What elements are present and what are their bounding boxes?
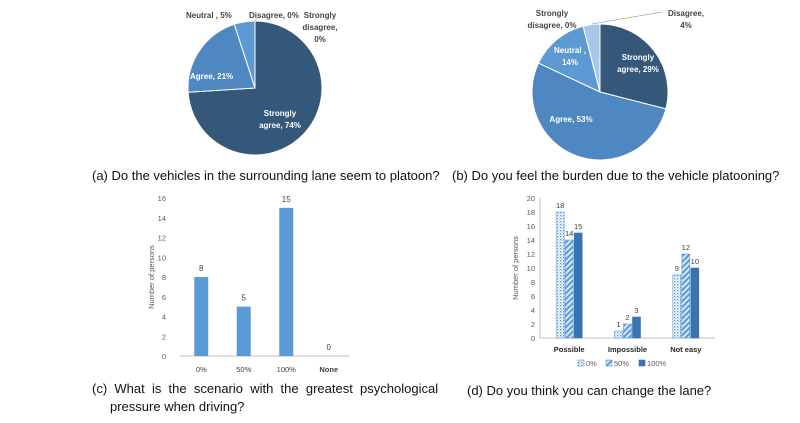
bar-c-ytick: 16 bbox=[158, 194, 166, 203]
bar-d-value: 10 bbox=[691, 257, 699, 266]
pie-b-label-neutral: Neutral , bbox=[554, 46, 586, 55]
chart-c: 0 2 4 6 8 10 12 14 16 Number of persons 8 0% 5 50% 15 1… bbox=[140, 188, 380, 378]
pie-b-label-neutral: 14% bbox=[562, 58, 578, 67]
bar-d-value: 3 bbox=[634, 306, 638, 315]
pie-a-slice-neutral bbox=[233, 20, 256, 89]
bar-c-value: 8 bbox=[199, 264, 204, 273]
caption-d: (d) Do you think you can change the lane… bbox=[467, 383, 712, 398]
pie-a-leader bbox=[254, 15, 260, 22]
pie-b-slice-strongly-agree bbox=[599, 23, 669, 110]
bar-d-category: Possible bbox=[554, 345, 585, 354]
bar-d-ytick: 2 bbox=[531, 320, 535, 329]
bar-c-ytick: 10 bbox=[158, 253, 166, 262]
bar-d-ytick: 14 bbox=[527, 236, 535, 245]
pie-b-label-disagree: 4% bbox=[680, 21, 692, 30]
caption-c-line2: pressure when driving? bbox=[110, 399, 245, 414]
bar-d-category: Impossible bbox=[608, 345, 647, 354]
caption-c-line1: (c) What is the scenario with the greate… bbox=[92, 381, 439, 396]
pie-b-label-disagree: Disagree, bbox=[668, 9, 704, 18]
pie-b-label-strongly-agree: Strongly bbox=[622, 53, 655, 62]
bar-c-0 bbox=[194, 277, 209, 356]
bar-d-ylabel: Number of persons bbox=[511, 236, 520, 300]
bar-d-ytick: 12 bbox=[527, 250, 535, 259]
pie-chart-a: Strongly agree, 74% Agree, 21% Neutral , 5%… bbox=[186, 11, 338, 156]
bar-d-value: 12 bbox=[682, 243, 690, 252]
pie-b-slice-disagree bbox=[582, 23, 601, 93]
bar-d-value: 15 bbox=[574, 222, 582, 231]
caption-b: (b) Do you feel the burden due to the ve… bbox=[452, 168, 780, 183]
legend-d-swatch-50 bbox=[605, 359, 613, 367]
bar-d-value: 14 bbox=[565, 229, 573, 238]
bar-d-ytick: 20 bbox=[527, 194, 535, 203]
pie-a-label-neutral: Neutral , 5% bbox=[186, 11, 232, 20]
bar-c-50 bbox=[236, 306, 251, 356]
legend-d-label: 50% bbox=[614, 359, 629, 368]
bar-d-ytick: 4 bbox=[531, 306, 535, 315]
pie-a-label-disagree: Disagree, 0% bbox=[249, 11, 299, 20]
bar-d-value: 9 bbox=[675, 264, 679, 273]
bar-d-impossible-100 bbox=[632, 316, 641, 339]
bar-c-value: 5 bbox=[242, 294, 247, 303]
bar-c-ytick: 6 bbox=[162, 293, 166, 302]
bar-c-ytick: 14 bbox=[158, 214, 166, 223]
legend-d-label: 0% bbox=[586, 359, 597, 368]
bar-d-ytick: 0 bbox=[531, 334, 535, 343]
pie-a-label-strongly-disagree: Strongly bbox=[304, 11, 337, 20]
bar-d-ytick: 18 bbox=[527, 208, 535, 217]
bar-d-possible-0 bbox=[555, 211, 565, 339]
bar-c-ylabel: Number of persons bbox=[147, 245, 156, 309]
caption-c: (c) What is the scenario with the greate… bbox=[92, 380, 439, 416]
bar-c-ytick: 8 bbox=[162, 273, 166, 282]
bar-c-ytick: 2 bbox=[162, 332, 166, 341]
pie-b-label-agree: Agree, 53% bbox=[549, 115, 592, 124]
bar-d-impossible-50 bbox=[623, 323, 632, 339]
bar-c-ytick: 0 bbox=[162, 352, 166, 361]
chart-a: Strongly agree, 74% Agree, 21% Neutral , 5%… bbox=[160, 0, 410, 165]
pie-b-slice-agree bbox=[531, 62, 667, 161]
bar-c-category: None bbox=[319, 365, 338, 374]
bar-d-ytick: 6 bbox=[531, 292, 535, 301]
bar-c-100 bbox=[279, 207, 294, 356]
pie-b-slice-neutral bbox=[537, 25, 601, 93]
bar-d-possible-50 bbox=[564, 239, 574, 339]
pie-chart-b: Strongly agree, 29% Agree, 53% Neutral , 14%… bbox=[528, 9, 704, 161]
legend-d-swatch-100 bbox=[638, 359, 646, 367]
bar-d-value: 18 bbox=[556, 201, 564, 210]
pie-b-label-strongly-disagree: Strongly bbox=[536, 9, 569, 18]
bar-d-category: Not easy bbox=[670, 345, 702, 354]
bar-d-impossible-0 bbox=[614, 330, 623, 339]
legend-d-swatch-0 bbox=[577, 359, 585, 367]
bar-d-ytick: 16 bbox=[527, 222, 535, 231]
bar-d-not-easy-0 bbox=[672, 274, 682, 339]
bar-c-value: 0 bbox=[327, 343, 332, 352]
pie-a-label-strongly-agree: Strongly bbox=[264, 109, 297, 118]
legend-d-label: 100% bbox=[647, 359, 667, 368]
bar-chart-c: 0 2 4 6 8 10 12 14 16 Number of persons 8 0% 5 50% 15 1… bbox=[147, 194, 350, 374]
bar-c-ytick: 12 bbox=[158, 234, 166, 243]
bar-d-ytick: 8 bbox=[531, 278, 535, 287]
bar-c-category: 100% bbox=[277, 365, 297, 374]
pie-a-label-agree: Agree, 21% bbox=[190, 72, 233, 81]
bar-d-value: 2 bbox=[625, 313, 629, 322]
bar-c-category: 0% bbox=[196, 365, 207, 374]
caption-a: (a) Do the vehicles in the surrounding l… bbox=[92, 168, 440, 183]
chart-d: 0 2 4 6 8 10 12 14 16 18 20 Number of persons 18 14 15… bbox=[500, 188, 730, 378]
bar-c-category: 50% bbox=[236, 365, 251, 374]
pie-a-label-strongly-disagree: 0% bbox=[314, 35, 326, 44]
pie-b-label-strongly-agree: agree, 29% bbox=[617, 65, 659, 74]
pie-a-slice-agree bbox=[187, 23, 256, 93]
pie-a-label-strongly-disagree: disagree, bbox=[302, 23, 337, 32]
bar-c-value: 15 bbox=[282, 195, 291, 204]
bar-d-value: 1 bbox=[616, 320, 620, 329]
chart-b: Strongly agree, 29% Agree, 53% Neutral , 14%… bbox=[500, 0, 740, 165]
pie-b-leader bbox=[591, 11, 663, 25]
bar-d-not-easy-100 bbox=[690, 267, 700, 339]
bar-c-ytick: 4 bbox=[162, 313, 166, 322]
pie-b-label-strongly-disagree: disagree, 0% bbox=[528, 21, 577, 30]
pie-a-label-strongly-agree: agree, 74% bbox=[259, 121, 301, 130]
bar-d-not-easy-50 bbox=[681, 253, 691, 339]
bar-d-possible-100 bbox=[573, 232, 583, 339]
bar-d-ytick: 10 bbox=[527, 264, 535, 273]
